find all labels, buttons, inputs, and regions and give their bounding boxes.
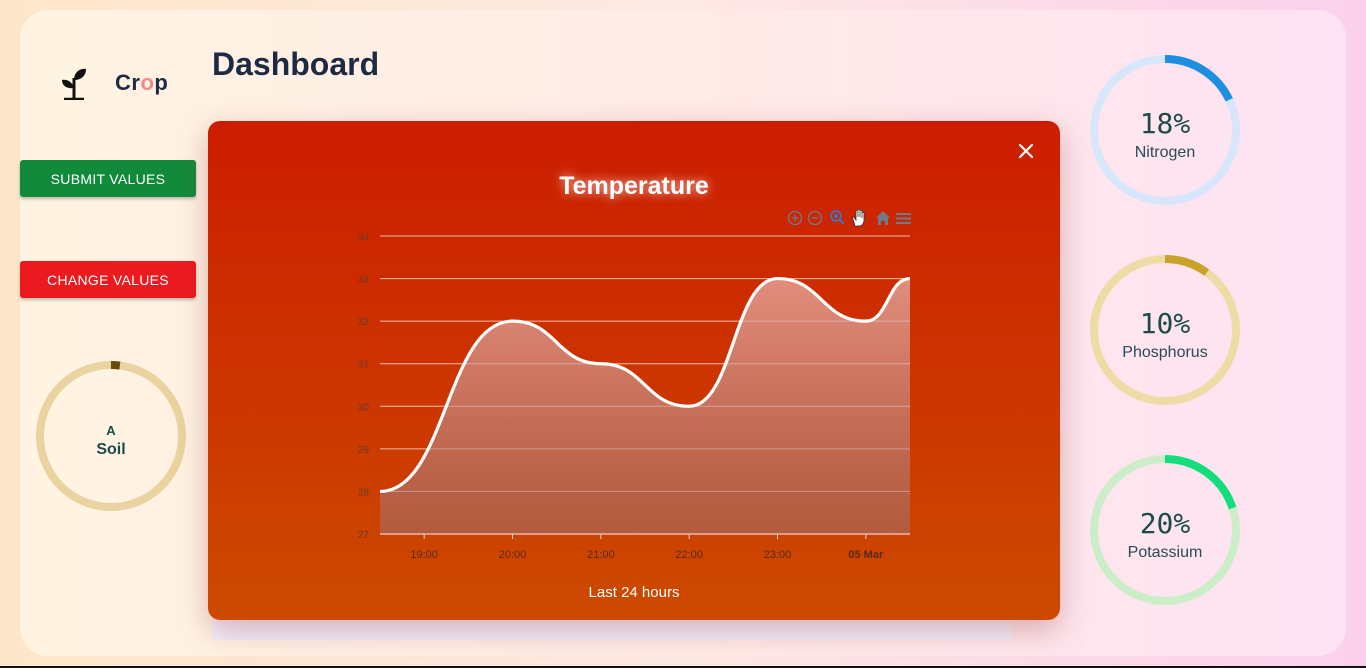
y-tick-label: 27: [358, 530, 370, 541]
soil-label: Soil: [96, 441, 126, 458]
zoom-out-icon[interactable]: [807, 210, 823, 226]
phosphorus-gauge-fill: [1090, 255, 1240, 405]
phosphorus-gauge: 10% Phosphorus: [1090, 255, 1240, 405]
x-tick-label: 05 Mar: [848, 549, 884, 561]
x-tick-label: 20:00: [499, 549, 527, 561]
x-tick-label: 22:00: [675, 549, 703, 561]
nitrogen-value: 18%: [1139, 107, 1191, 140]
temperature-modal: [208, 121, 1060, 620]
close-icon[interactable]: [1016, 141, 1036, 161]
chart-caption: Last 24 hours: [588, 584, 680, 601]
pan-hand-icon[interactable]: [852, 208, 865, 227]
potassium-gauge-fill: [1090, 455, 1240, 605]
nitrogen-gauge-fill: [1090, 55, 1240, 205]
soil-grade: A: [106, 423, 116, 438]
potassium-value: 20%: [1139, 507, 1191, 540]
page-title: Dashboard: [212, 46, 380, 82]
temperature-chart: 27 28 29 30 31 32 33 34 19:00 20:00 21:00 22:00 23:…: [358, 208, 911, 561]
phosphorus-label: Phosphorus: [1122, 344, 1208, 361]
soil-gauge-fill: [36, 361, 186, 511]
y-tick-label: 32: [358, 317, 370, 328]
potassium-label: Potassium: [1127, 544, 1203, 561]
chart-toolbar: [787, 208, 911, 227]
zoom-in-icon[interactable]: [787, 210, 803, 226]
app-logo[interactable]: Crop: [60, 66, 168, 100]
menu-icon[interactable]: [896, 213, 911, 224]
potassium-gauge: 20% Potassium: [1090, 455, 1240, 605]
selection-zoom-icon[interactable]: [830, 210, 845, 225]
submit-values-button[interactable]: Submit Values: [20, 160, 196, 197]
nitrogen-label: Nitrogen: [1134, 144, 1196, 161]
y-tick-label: 34: [358, 232, 370, 243]
soil-gauge: A Soil: [36, 361, 186, 511]
nitrogen-gauge: 18% Nitrogen: [1090, 55, 1240, 205]
y-tick-label: 28: [358, 487, 370, 498]
sprout-icon: [62, 68, 86, 100]
x-tick-label: 23:00: [764, 549, 792, 561]
x-tick-label: 21:00: [587, 549, 615, 561]
x-tick-label: 19:00: [410, 549, 438, 561]
y-tick-label: 33: [358, 275, 370, 286]
change-values-button[interactable]: Change Values: [20, 261, 196, 298]
y-tick-label: 31: [358, 360, 370, 371]
screen-edge: [0, 666, 1366, 668]
home-icon[interactable]: [876, 211, 890, 225]
modal-title: Temperature: [559, 172, 709, 200]
temperature-line: [379, 276, 911, 494]
app-name: Crop: [115, 70, 169, 95]
temperature-area: [380, 278, 910, 534]
phosphorus-value: 10%: [1139, 307, 1191, 340]
y-tick-label: 30: [358, 402, 370, 413]
y-tick-label: 29: [358, 445, 370, 456]
